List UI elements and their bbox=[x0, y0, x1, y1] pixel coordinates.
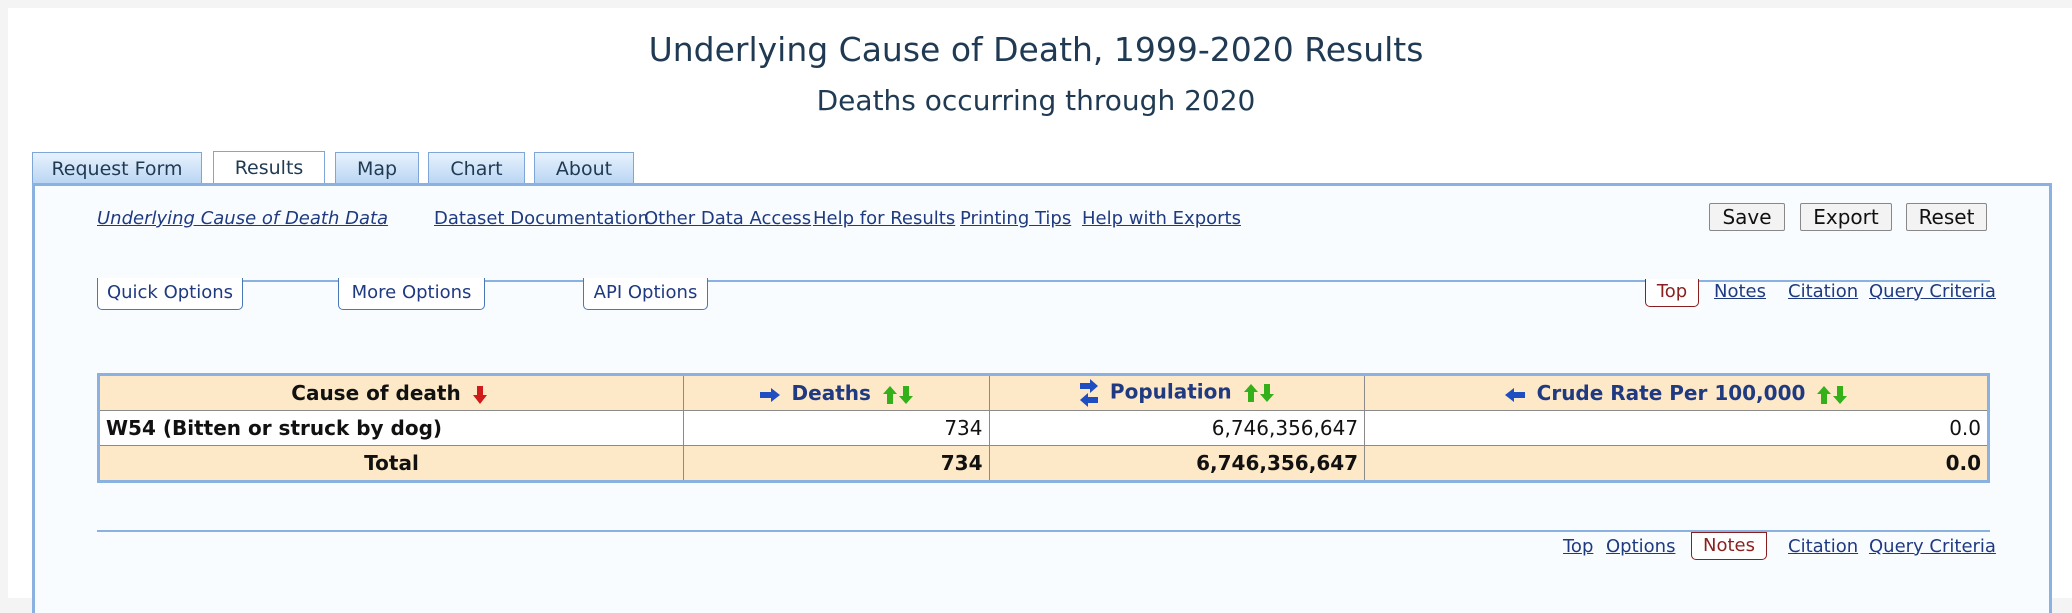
tab-results[interactable]: Results bbox=[213, 151, 325, 187]
nav-top-current[interactable]: Top bbox=[1645, 279, 1699, 307]
total-crude-rate: 0.0 bbox=[1364, 445, 1989, 482]
cell-cause: W54 (Bitten or struck by dog) bbox=[98, 410, 684, 446]
quick-options-button[interactable]: Quick Options bbox=[97, 278, 243, 310]
save-button[interactable]: Save bbox=[1709, 203, 1785, 231]
arrow-right-icon[interactable] bbox=[759, 387, 781, 403]
cell-deaths: 734 bbox=[682, 410, 990, 446]
bottom-nav-top-link[interactable]: Top bbox=[1563, 536, 1594, 557]
nav-citation-link[interactable]: Citation bbox=[1788, 281, 1859, 302]
column-header-deaths[interactable]: Deaths bbox=[682, 374, 990, 411]
options-divider bbox=[97, 280, 1990, 282]
page-title: Underlying Cause of Death, 1999-2020 Res… bbox=[648, 30, 1424, 69]
nav-query-criteria-link[interactable]: Query Criteria bbox=[1869, 281, 1996, 302]
column-header-deaths-label: Deaths bbox=[791, 381, 871, 405]
bottom-nav-notes-current[interactable]: Notes bbox=[1691, 532, 1767, 560]
results-table: Cause of death Deaths bbox=[97, 373, 1990, 483]
tab-chart[interactable]: Chart bbox=[428, 152, 525, 185]
reset-button[interactable]: Reset bbox=[1906, 203, 1987, 231]
printing-tips-link[interactable]: Printing Tips bbox=[960, 208, 1072, 229]
sort-descending-red-icon[interactable] bbox=[472, 385, 488, 405]
column-header-crude-rate-label: Crude Rate Per 100,000 bbox=[1536, 381, 1806, 405]
help-for-results-link[interactable]: Help for Results bbox=[813, 208, 956, 229]
cell-population: 6,746,356,647 bbox=[988, 410, 1366, 446]
sort-up-down-icon[interactable] bbox=[882, 385, 914, 405]
notes-divider bbox=[97, 530, 1990, 532]
total-row: Total 734 6,746,356,647 0.0 bbox=[98, 445, 1989, 482]
total-population: 6,746,356,647 bbox=[988, 445, 1366, 482]
total-label: Total bbox=[98, 445, 684, 482]
bottom-nav-citation-link[interactable]: Citation bbox=[1788, 536, 1859, 557]
column-header-cause[interactable]: Cause of death bbox=[98, 374, 684, 411]
total-deaths: 734 bbox=[682, 445, 990, 482]
sort-up-down-icon[interactable] bbox=[1816, 385, 1848, 405]
results-panel: Underlying Cause of Death Data Dataset D… bbox=[32, 183, 2052, 613]
export-button[interactable]: Export bbox=[1800, 203, 1892, 231]
table-row: W54 (Bitten or struck by dog) 734 6,746,… bbox=[98, 410, 1989, 446]
column-header-population[interactable]: Population bbox=[988, 374, 1366, 411]
tab-about[interactable]: About bbox=[534, 152, 634, 185]
dataset-link[interactable]: Underlying Cause of Death Data bbox=[97, 208, 389, 229]
more-options-button[interactable]: More Options bbox=[338, 278, 485, 310]
tab-request-form[interactable]: Request Form bbox=[32, 152, 202, 185]
column-header-population-label: Population bbox=[1109, 379, 1232, 404]
bottom-nav-query-criteria-link[interactable]: Query Criteria bbox=[1869, 536, 1996, 557]
api-options-button[interactable]: API Options bbox=[583, 278, 708, 310]
other-data-access-link[interactable]: Other Data Access bbox=[644, 208, 812, 229]
swap-arrows-icon[interactable] bbox=[1079, 378, 1099, 408]
dataset-documentation-link[interactable]: Dataset Documentation bbox=[434, 208, 649, 229]
sort-up-down-icon[interactable] bbox=[1243, 383, 1275, 403]
page-subtitle: Deaths occurring through 2020 bbox=[816, 84, 1256, 117]
cell-crude-rate: 0.0 bbox=[1364, 410, 1989, 446]
column-header-cause-label: Cause of death bbox=[291, 381, 461, 405]
table-header-row: Cause of death Deaths bbox=[98, 374, 1989, 411]
help-with-exports-link[interactable]: Help with Exports bbox=[1082, 208, 1241, 229]
column-header-crude-rate[interactable]: Crude Rate Per 100,000 bbox=[1364, 374, 1989, 411]
bottom-nav-options-link[interactable]: Options bbox=[1606, 536, 1676, 557]
tab-map[interactable]: Map bbox=[335, 152, 419, 185]
nav-notes-link[interactable]: Notes bbox=[1714, 281, 1766, 302]
arrow-left-icon[interactable] bbox=[1504, 387, 1526, 403]
